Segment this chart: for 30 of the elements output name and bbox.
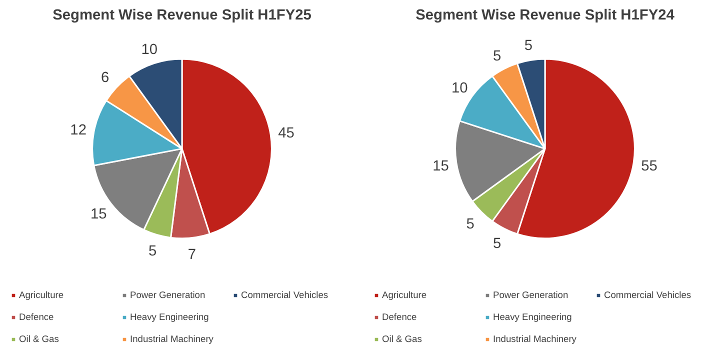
legend-label: Oil & Gas: [382, 334, 423, 344]
data-label: 15: [432, 158, 449, 175]
legend-label: Heavy Engineering: [130, 312, 210, 322]
legend-label: Industrial Machinery: [130, 334, 214, 344]
data-label: 15: [90, 206, 107, 223]
data-label: 5: [466, 216, 474, 233]
data-label: 7: [188, 247, 196, 264]
legend-label: Commercial Vehicles: [241, 290, 330, 300]
chart-title: Segment Wise Revenue Split H1FY24: [416, 8, 676, 24]
data-label: 12: [70, 122, 86, 138]
legend-label: Agriculture: [382, 290, 428, 300]
legend-label: Power Generation: [493, 290, 570, 300]
data-label: 10: [141, 42, 158, 58]
data-label: 45: [278, 126, 294, 142]
chart-title: Segment Wise Revenue Split H1FY25: [52, 8, 312, 24]
legend-label: Commercial Vehicles: [604, 290, 692, 300]
legend-label: Oil & Gas: [19, 334, 60, 344]
data-label: 55: [641, 158, 658, 175]
data-label: 10: [451, 80, 468, 96]
data-label: 5: [493, 48, 502, 64]
legend-label: Power Generation: [130, 290, 206, 300]
data-label: 5: [493, 236, 502, 252]
data-label: 6: [100, 70, 110, 86]
legend-label: Industrial Machinery: [493, 334, 578, 344]
legend-label: Defence: [382, 312, 418, 322]
legend-label: Agriculture: [19, 290, 65, 300]
legend-label: Defence: [19, 312, 55, 322]
legend-label: Heavy Engineering: [493, 312, 573, 322]
data-label: 5: [148, 243, 157, 260]
data-label: 5: [524, 38, 533, 54]
